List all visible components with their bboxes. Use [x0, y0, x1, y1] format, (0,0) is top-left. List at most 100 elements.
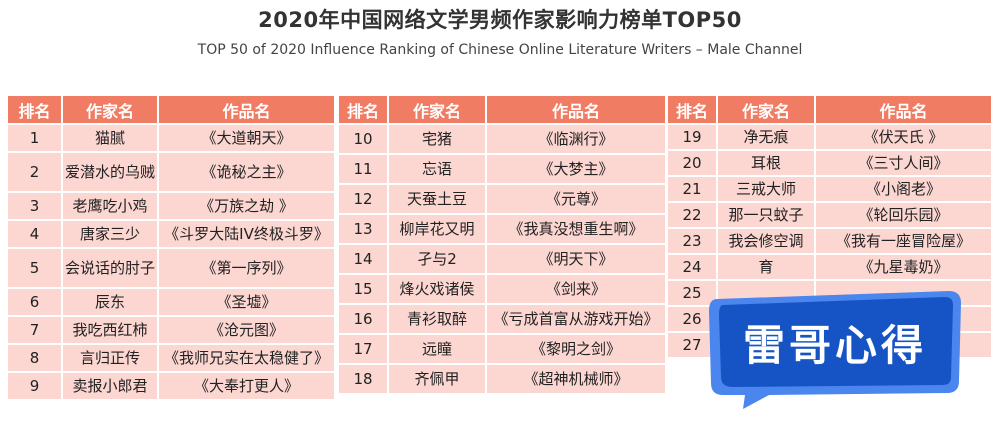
page-title: 2020年中国网络文学男频作家影响力榜单TOP50: [258, 8, 742, 32]
author-cell: 卖报小郎君: [62, 372, 158, 400]
work-cell: 《我有一座冒险屋》: [815, 228, 992, 254]
work-cell: 《万族之劫 》: [158, 192, 335, 220]
table-row: 6 辰东 《圣墟》: [7, 288, 335, 316]
author-cell: 那一只蚊子: [717, 202, 815, 228]
rank-header: 排名: [7, 95, 62, 124]
author-cell: 耳根: [717, 150, 815, 176]
rank-cell: 13: [338, 214, 388, 244]
rank-cell: 7: [7, 316, 62, 344]
author-cell: 净无痕: [717, 124, 815, 150]
work-cell: 《临渊行》: [486, 124, 666, 154]
work-cell: 《第一序列》: [158, 248, 335, 288]
rank-cell: 22: [667, 202, 717, 228]
watermark-text: 雷哥心得: [742, 321, 927, 370]
work-header: 作品名: [486, 95, 666, 124]
rank-header: 排名: [667, 95, 717, 124]
work-cell: 《我真没想重生啊》: [486, 214, 666, 244]
work-cell: 《我师兄实在太稳健了》: [158, 344, 335, 372]
rank-cell: 25: [667, 280, 717, 306]
table-row: 15 烽火戏诸侯 《剑来》: [338, 274, 666, 304]
author-cell: 会说话的肘子: [62, 248, 158, 288]
author-cell: 爱潜水的乌贼: [62, 152, 158, 192]
work-cell: 《轮回乐园》: [815, 202, 992, 228]
author-cell: 我吃西红柿: [62, 316, 158, 344]
rank-cell: 3: [7, 192, 62, 220]
rank-cell: 5: [7, 248, 62, 288]
rank-header: 排名: [338, 95, 388, 124]
table-row: 23 我会修空调 《我有一座冒险屋》: [667, 228, 992, 254]
table-row: 22 那一只蚊子 《轮回乐园》: [667, 202, 992, 228]
author-cell: 孑与2: [388, 244, 486, 274]
rank-cell: 10: [338, 124, 388, 154]
author-cell: 烽火戏诸侯: [388, 274, 486, 304]
page-subtitle: TOP 50 of 2020 Influence Ranking of Chin…: [197, 42, 803, 58]
table-row: 8 言归正传 《我师兄实在太稳健了》: [7, 344, 335, 372]
author-cell: 唐家三少: [62, 220, 158, 248]
author-cell: 老鹰吃小鸡: [62, 192, 158, 220]
rank-cell: 1: [7, 124, 62, 152]
work-cell: 《亏成首富从游戏开始》: [486, 304, 666, 334]
work-cell: 《大梦主》: [486, 154, 666, 184]
table-row: 9 卖报小郎君 《大奉打更人》: [7, 372, 335, 400]
work-cell: 《三寸人间》: [815, 150, 992, 176]
author-cell: 忘语: [388, 154, 486, 184]
rank-cell: 17: [338, 334, 388, 364]
table-row: 11 忘语 《大梦主》: [338, 154, 666, 184]
rank-cell: 11: [338, 154, 388, 184]
work-cell: 《剑来》: [486, 274, 666, 304]
table-row: 3 老鹰吃小鸡 《万族之劫 》: [7, 192, 335, 220]
work-cell: 《超神机械师》: [486, 364, 666, 394]
author-cell: 宅猪: [388, 124, 486, 154]
work-cell: 《九星毒奶》: [815, 254, 992, 280]
author-cell: 齐佩甲: [388, 364, 486, 394]
author-cell: 猫腻: [62, 124, 158, 152]
rank-cell: 8: [7, 344, 62, 372]
table-row: 5 会说话的肘子 《第一序列》: [7, 248, 335, 288]
work-cell: 《伏天氏 》: [815, 124, 992, 150]
author-cell: 青衫取醉: [388, 304, 486, 334]
rank-cell: 14: [338, 244, 388, 274]
watermark-badge-icon: [709, 291, 961, 409]
author-header: 作家名: [62, 95, 158, 124]
author-header: 作家名: [717, 95, 815, 124]
rank-cell: 9: [7, 372, 62, 400]
author-cell: 我会修空调: [717, 228, 815, 254]
table-row: 16 青衫取醉 《亏成首富从游戏开始》: [338, 304, 666, 334]
author-cell: 育: [717, 254, 815, 280]
work-cell: 《诡秘之主》: [158, 152, 335, 192]
table-row: 21 三戒大师 《小阁老》: [667, 176, 992, 202]
table-row: 2 爱潜水的乌贼 《诡秘之主》: [7, 152, 335, 192]
rank-cell: 2: [7, 152, 62, 192]
rank-cell: 6: [7, 288, 62, 316]
table-row: 13 柳岸花又明 《我真没想重生啊》: [338, 214, 666, 244]
rank-cell: 26: [667, 306, 717, 332]
work-cell: 《小阁老》: [815, 176, 992, 202]
rank-cell: 19: [667, 124, 717, 150]
work-cell: 《斗罗大陆IV终极斗罗》: [158, 220, 335, 248]
work-cell: 《沧元图》: [158, 316, 335, 344]
work-cell: 《元尊》: [486, 184, 666, 214]
work-header: 作品名: [815, 95, 992, 124]
author-cell: 柳岸花又明: [388, 214, 486, 244]
table-row: 24 育《九星毒奶》: [667, 254, 992, 280]
rank-cell: 24: [667, 254, 717, 280]
work-header: 作品名: [158, 95, 335, 124]
table-row: 17 远瞳 《黎明之剑》: [338, 334, 666, 364]
table-row: 12 天蚕土豆 《元尊》: [338, 184, 666, 214]
ranking-table-1: 排名 作家名 作品名 1 猫腻 《大道朝天》 2 爱潜水的乌贼 《诡秘之主》 3 老鹰吃小…: [7, 95, 335, 400]
rank-cell: 23: [667, 228, 717, 254]
table-row: 10 宅猪 《临渊行》: [338, 124, 666, 154]
author-cell: 天蚕土豆: [388, 184, 486, 214]
rank-cell: 16: [338, 304, 388, 334]
rank-cell: 4: [7, 220, 62, 248]
rank-cell: 15: [338, 274, 388, 304]
work-cell: 《黎明之剑》: [486, 334, 666, 364]
work-cell: 《明天下》: [486, 244, 666, 274]
rank-cell: 12: [338, 184, 388, 214]
rank-cell: 20: [667, 150, 717, 176]
author-cell: 言归正传: [62, 344, 158, 372]
author-cell: 三戒大师: [717, 176, 815, 202]
table-row: 14 孑与2 《明天下》: [338, 244, 666, 274]
ranking-table-2: 排名 作家名 作品名 10 宅猪 《临渊行》 11 忘语 《大梦主》 12 天蚕土豆 《元尊…: [338, 95, 666, 394]
table-row: 19 净无痕 《伏天氏 》: [667, 124, 992, 150]
